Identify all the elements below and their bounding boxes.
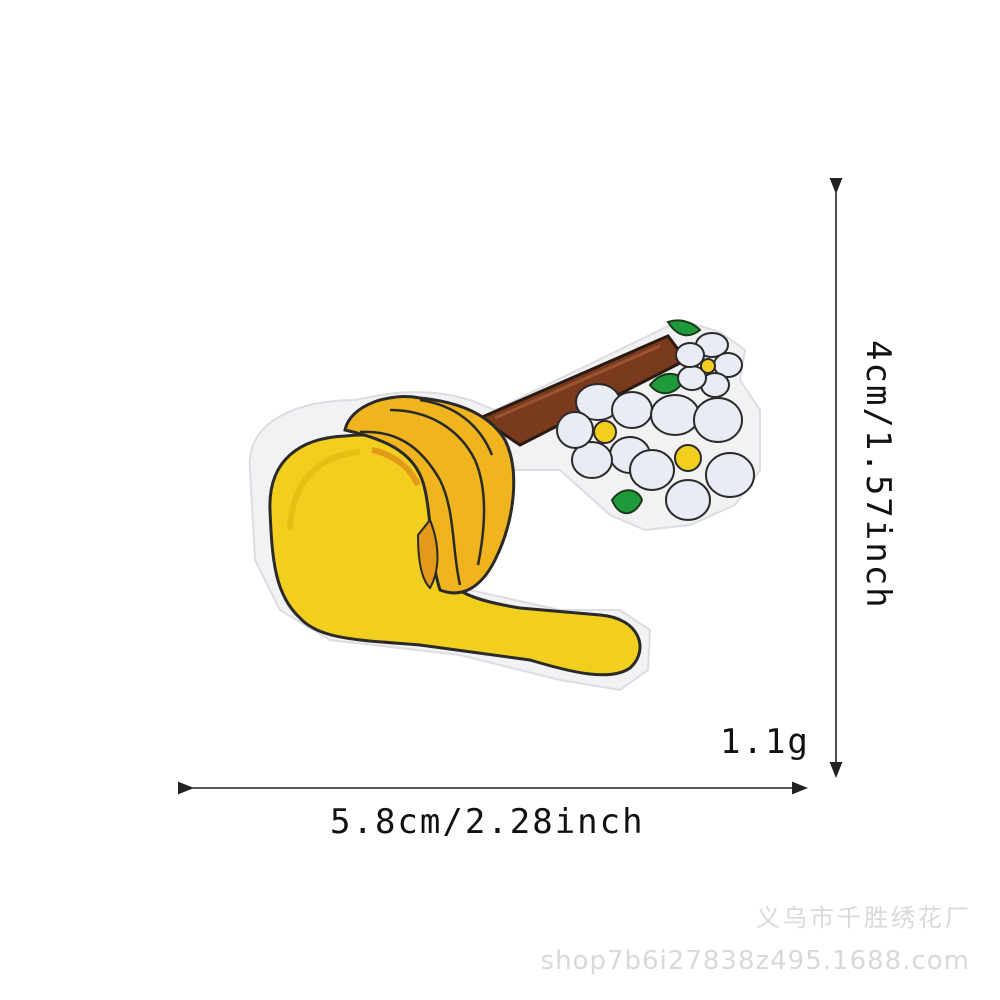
honey-dipper-patch-image: [248, 318, 761, 692]
watermark-shop-url: shop7b6i27838z495.1688.com: [540, 946, 970, 976]
weight-label: 1.1g: [720, 722, 810, 762]
width-label: 5.8cm/2.28inch: [330, 802, 645, 842]
height-label: 4cm/1.57inch: [858, 340, 898, 610]
watermark-shop-name: 义乌市千胜绣花厂: [756, 904, 972, 932]
